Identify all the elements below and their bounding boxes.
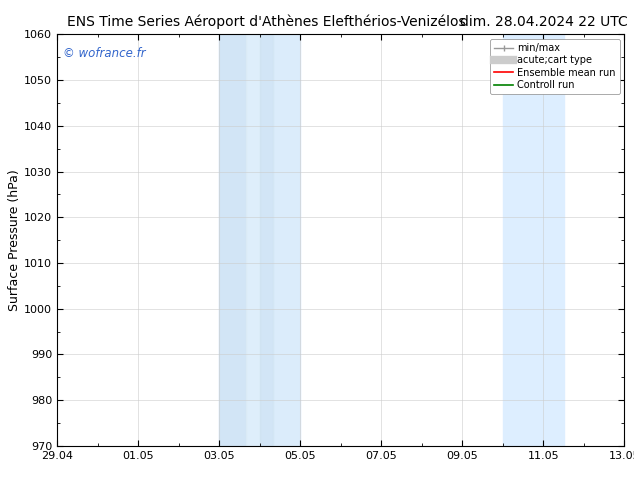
Bar (503, 34, 564, 446)
Text: dim. 28.04.2024 22 UTC: dim. 28.04.2024 22 UTC (460, 15, 628, 29)
Text: © wofrance.fr: © wofrance.fr (63, 47, 145, 60)
Text: ENS Time Series Aéroport d'Athènes Elefthérios-Venizélos: ENS Time Series Aéroport d'Athènes Eleft… (67, 15, 465, 29)
Bar (219, 34, 247, 446)
Legend: min/max, acute;cart type, Ensemble mean run, Controll run: min/max, acute;cart type, Ensemble mean … (490, 39, 619, 94)
Bar (247, 34, 260, 446)
Bar (219, 34, 301, 446)
Bar (260, 34, 273, 446)
Y-axis label: Surface Pressure (hPa): Surface Pressure (hPa) (8, 169, 22, 311)
Bar (273, 34, 301, 446)
